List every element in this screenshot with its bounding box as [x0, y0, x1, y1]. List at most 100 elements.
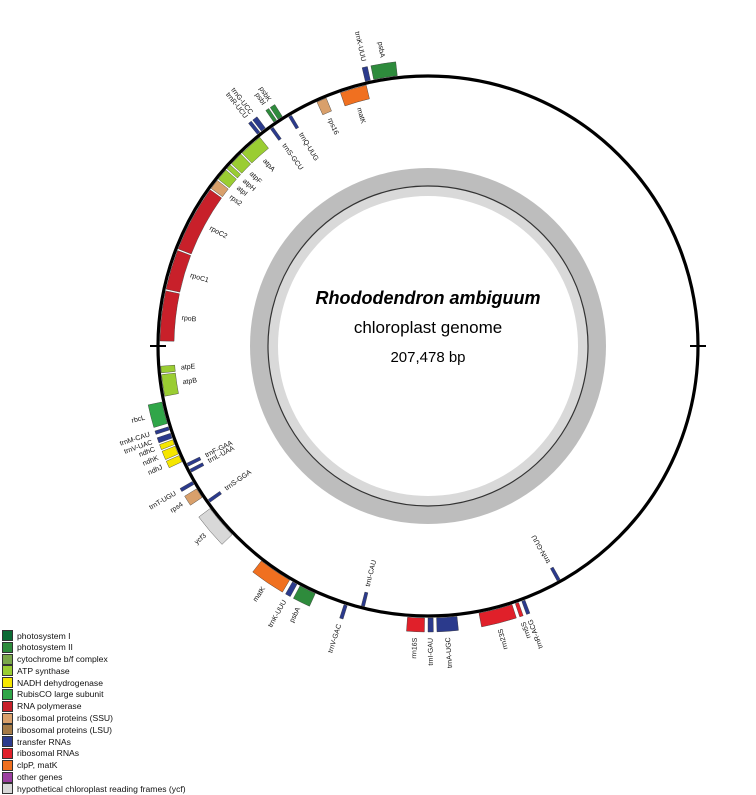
legend-label: cytochrome b/f complex — [17, 654, 108, 665]
legend-swatch — [2, 736, 13, 748]
legend-item: photosystem I — [2, 630, 242, 641]
gene-block — [515, 602, 524, 618]
gene-label: rps16 — [326, 117, 339, 136]
gene-block — [147, 401, 168, 428]
legend-label: ATP synthase — [17, 665, 70, 676]
legend-item: cytochrome b/f complex — [2, 653, 242, 665]
gene-label: rpoC2 — [208, 225, 228, 240]
legend-item: RNA polymerase — [2, 700, 242, 712]
legend-item: ATP synthase — [2, 665, 242, 677]
gene-label: trnK-UUU — [353, 31, 367, 62]
legend-item: clpP, matK — [2, 759, 242, 771]
legend-label: photosystem I — [17, 630, 71, 641]
gene-block — [161, 372, 179, 397]
legend-label: other genes — [17, 772, 63, 783]
gene-block — [252, 560, 290, 593]
legend-label: NADH dehydrogenase — [17, 677, 103, 688]
legend-item: NADH dehydrogenase — [2, 677, 242, 689]
gene-block — [156, 433, 173, 444]
legend-item: ribosomal RNAs — [2, 747, 242, 759]
gene-block — [370, 61, 398, 80]
legend-label: ribosomal RNAs — [17, 748, 80, 759]
legend-swatch — [2, 641, 13, 653]
legend-item: ribosomal proteins (LSU) — [2, 724, 242, 736]
legend-item: RubisCO large subunit — [2, 688, 242, 700]
gene-label: trnK-UUU — [267, 599, 288, 629]
legend-label: RubisCO large subunit — [17, 689, 104, 700]
legend-item: ribosomal proteins (SSU) — [2, 712, 242, 724]
gene-label: rrn16S — [411, 637, 419, 659]
gene-label: trnI-GAU — [428, 638, 435, 666]
legend-item: other genes — [2, 771, 242, 783]
gene-label: trnS-GCU — [280, 143, 304, 172]
gene-block — [285, 581, 298, 597]
legend-item: photosystem II — [2, 641, 242, 653]
gene-block — [252, 116, 266, 132]
gene-block — [269, 104, 283, 120]
gene-label: trnN-GUU — [531, 534, 552, 565]
legend-item: hypothetical chloroplast reading frames … — [2, 783, 242, 795]
legend-label: ribosomal proteins (LSU) — [17, 724, 113, 735]
gene-block — [189, 462, 205, 473]
gene-block — [179, 481, 195, 492]
gene-block — [270, 126, 282, 141]
gene-block — [207, 491, 222, 503]
gene-block — [550, 566, 561, 582]
gene-label: rpoC1 — [189, 272, 209, 284]
legend-label: clpP, matK — [17, 760, 58, 771]
gene-label: trnV-GAC — [327, 623, 343, 654]
legend-item: transfer RNAs — [2, 736, 242, 748]
gene-block — [241, 137, 269, 164]
gene-block — [159, 439, 175, 450]
legend-swatch — [2, 677, 13, 689]
gene-block — [186, 456, 202, 467]
gene-block — [177, 189, 222, 255]
gene-block — [436, 616, 459, 633]
gene-label: psbA — [376, 41, 385, 58]
gene-label: trnA-UGC — [445, 637, 454, 668]
gene-block — [184, 488, 203, 506]
gene-label: trnI-CAU — [365, 559, 378, 587]
outer-genome-ring — [156, 74, 700, 618]
legend-label: transfer RNAs — [17, 736, 71, 747]
gene-block — [218, 169, 237, 189]
gene-label: trnS-GGA — [224, 469, 253, 493]
gene-block — [521, 599, 531, 615]
legend-swatch — [2, 747, 13, 759]
gene-label: matK — [355, 107, 366, 125]
legend-swatch — [2, 688, 13, 700]
gene-block — [406, 617, 425, 633]
legend-label: RNA polymerase — [17, 701, 82, 712]
gene-block — [340, 84, 370, 107]
gene-label: ycf3 — [194, 532, 208, 546]
gene-label: matK — [252, 585, 267, 603]
legend-label: hypothetical chloroplast reading frames … — [17, 783, 186, 794]
gene-label: rps2 — [228, 194, 243, 208]
gene-label: rrn23S — [497, 628, 509, 650]
genome-size: 207,478 bp — [390, 349, 465, 366]
legend-swatch — [2, 712, 13, 724]
legend-label: ribosomal proteins (SSU) — [17, 713, 113, 724]
gene-label: rpoB — [181, 315, 197, 324]
legend-swatch — [2, 783, 13, 795]
legend-swatch — [2, 700, 13, 712]
gene-block — [361, 591, 369, 607]
gene-block — [161, 445, 179, 460]
gene-block — [165, 250, 191, 293]
gene-label: atpE — [181, 363, 196, 371]
gene-block — [339, 604, 348, 620]
inner-blank — [278, 196, 578, 496]
genome-subtitle: chloroplast genome — [354, 318, 502, 337]
gene-label: rbcL — [131, 415, 146, 425]
gene-block — [210, 180, 229, 197]
gene-block — [160, 364, 176, 374]
gene-block — [427, 617, 434, 633]
gene-block — [478, 604, 517, 628]
legend-swatch — [2, 630, 13, 641]
gene-label: atpA — [261, 158, 276, 174]
gene-block — [226, 164, 241, 179]
gene-label: atpB — [182, 377, 198, 386]
gene-label: rps4 — [169, 501, 184, 514]
